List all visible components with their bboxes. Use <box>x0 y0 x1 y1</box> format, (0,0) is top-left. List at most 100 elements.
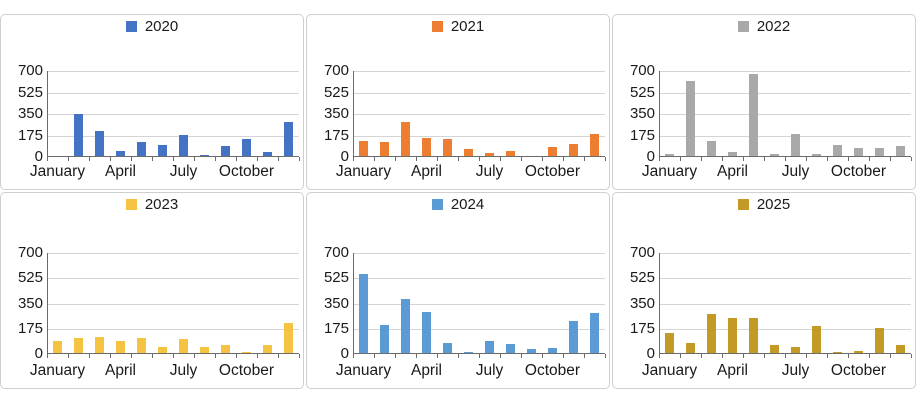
gridline-175 <box>353 135 605 137</box>
bar-august <box>812 326 821 353</box>
bar-february <box>74 338 83 353</box>
gridline-350 <box>47 114 299 115</box>
chart-panel-2020[interactable]: 2020 700 525 350 175 0 January April July October <box>0 14 304 190</box>
bar-october <box>241 352 251 353</box>
x-axis-tick <box>416 157 417 161</box>
y-axis-tick-label: 175 <box>17 319 43 337</box>
bar-june <box>463 149 473 156</box>
x-axis-month-label: April <box>716 163 748 180</box>
x-axis-tick <box>563 354 564 358</box>
x-axis-tick <box>764 354 765 358</box>
y-axis-tick-label: 525 <box>629 83 655 101</box>
bar-february <box>380 325 389 353</box>
gridline-700 <box>659 253 911 254</box>
x-axis-month-label: October <box>524 163 581 180</box>
chart-panel-2025[interactable]: 2025 700 525 350 175 0 January April July October <box>612 192 916 389</box>
x-axis-tick <box>374 157 375 161</box>
y-axis-tick-label: 700 <box>629 62 655 79</box>
y-axis-tick-label: 175 <box>629 126 655 144</box>
bar-february <box>74 114 83 156</box>
bar-july <box>485 153 494 156</box>
x-axis-tick <box>110 354 111 358</box>
chart-legend: 2021 <box>307 18 609 35</box>
legend-year-label: 2022 <box>756 18 791 35</box>
chart-legend: 2022 <box>613 18 915 35</box>
bar-august <box>506 344 515 353</box>
bar-january <box>358 274 368 353</box>
x-axis-tick <box>722 157 723 161</box>
y-axis-tick-label: 175 <box>629 319 655 337</box>
gridline-700 <box>353 71 605 72</box>
bar-november <box>569 144 578 156</box>
legend-color-swatch <box>737 21 749 32</box>
x-axis-tick <box>152 157 153 161</box>
x-axis-tick <box>89 354 90 358</box>
legend-color-swatch <box>125 21 137 32</box>
y-axis-line <box>659 71 660 157</box>
y-axis-line <box>47 253 48 354</box>
x-axis-tick <box>479 354 480 358</box>
y-axis-line <box>353 253 354 354</box>
bar-february <box>686 81 695 156</box>
x-axis-tick <box>521 354 522 358</box>
bar-april <box>116 151 125 156</box>
x-axis-tick <box>764 157 765 161</box>
y-axis-tick-label: 350 <box>17 294 43 312</box>
bar-december <box>284 323 293 353</box>
x-axis-tick <box>68 354 69 358</box>
gridline-525 <box>659 92 911 94</box>
bar-may <box>137 338 146 353</box>
legend-year-label: 2021 <box>450 18 485 35</box>
bar-july <box>791 134 800 156</box>
x-axis-month-label: October <box>218 362 275 379</box>
x-axis-tick <box>110 157 111 161</box>
bar-july <box>485 341 494 353</box>
bar-may <box>443 343 452 353</box>
chart-panel-2022[interactable]: 2022 700 525 350 175 0 January April July October <box>612 14 916 190</box>
bar-june <box>463 352 473 353</box>
bar-april <box>728 318 737 353</box>
x-axis-tick <box>584 354 585 358</box>
y-axis-tick-label: 525 <box>17 269 43 287</box>
x-axis-line <box>659 156 911 157</box>
bar-october <box>853 148 863 156</box>
bar-october <box>547 147 557 156</box>
chart-legend: 2024 <box>307 196 609 213</box>
x-axis-month-label: January <box>641 362 698 379</box>
chart-panel-2024[interactable]: 2024 700 525 350 175 0 January April July October <box>306 192 610 389</box>
bar-december <box>590 134 599 156</box>
x-axis-tick <box>806 354 807 358</box>
x-axis-tick <box>827 157 828 161</box>
legend-color-swatch <box>431 199 443 210</box>
y-axis-tick-label: 350 <box>323 105 349 122</box>
bar-june <box>157 145 167 156</box>
x-axis-tick <box>701 157 702 161</box>
x-axis-tick <box>131 354 132 358</box>
bar-january <box>358 141 368 156</box>
bar-december <box>590 313 599 353</box>
x-axis-tick <box>680 354 681 358</box>
gridline-700 <box>353 253 605 254</box>
x-axis-tick <box>278 354 279 358</box>
chart-panel-2023[interactable]: 2023 700 525 350 175 0 January April July October <box>0 192 304 389</box>
legend-color-swatch <box>737 199 749 210</box>
y-axis-tick-label: 0 <box>340 345 349 362</box>
x-axis-tick <box>869 157 870 161</box>
y-axis-tick-label: 350 <box>17 105 43 122</box>
x-axis-line <box>659 353 911 354</box>
chart-panel-2021[interactable]: 2021 700 525 350 175 0 January April July October <box>306 14 610 190</box>
x-axis-month-label: July <box>475 163 504 180</box>
gridline-175 <box>659 135 911 137</box>
x-axis-tick <box>353 157 354 161</box>
bar-march <box>95 131 104 156</box>
x-axis-line <box>353 353 605 354</box>
x-axis-tick <box>605 354 606 358</box>
x-axis-tick <box>542 354 543 358</box>
bar-june <box>157 347 167 353</box>
gridline-700 <box>47 71 299 72</box>
chart-legend: 2020 <box>1 18 303 35</box>
bar-september <box>833 352 842 353</box>
x-axis-tick <box>395 354 396 358</box>
gridline-175 <box>659 328 911 330</box>
